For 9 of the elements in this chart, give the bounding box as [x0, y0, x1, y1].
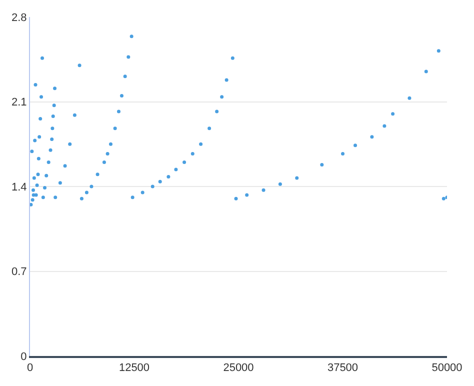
y-tick-label: 1.4: [12, 181, 27, 194]
x-tick-label: 37500: [327, 362, 358, 374]
y-tick-label: 0.7: [12, 266, 27, 278]
y-tick-label: 0: [20, 350, 27, 363]
x-tick-label: 25000: [223, 362, 254, 374]
x-tick-label: 12500: [118, 362, 150, 374]
x-tick-label: 50000: [432, 362, 462, 374]
y-tick-label: 2.1: [12, 96, 27, 109]
y-tick-label: 2.8: [12, 12, 27, 24]
